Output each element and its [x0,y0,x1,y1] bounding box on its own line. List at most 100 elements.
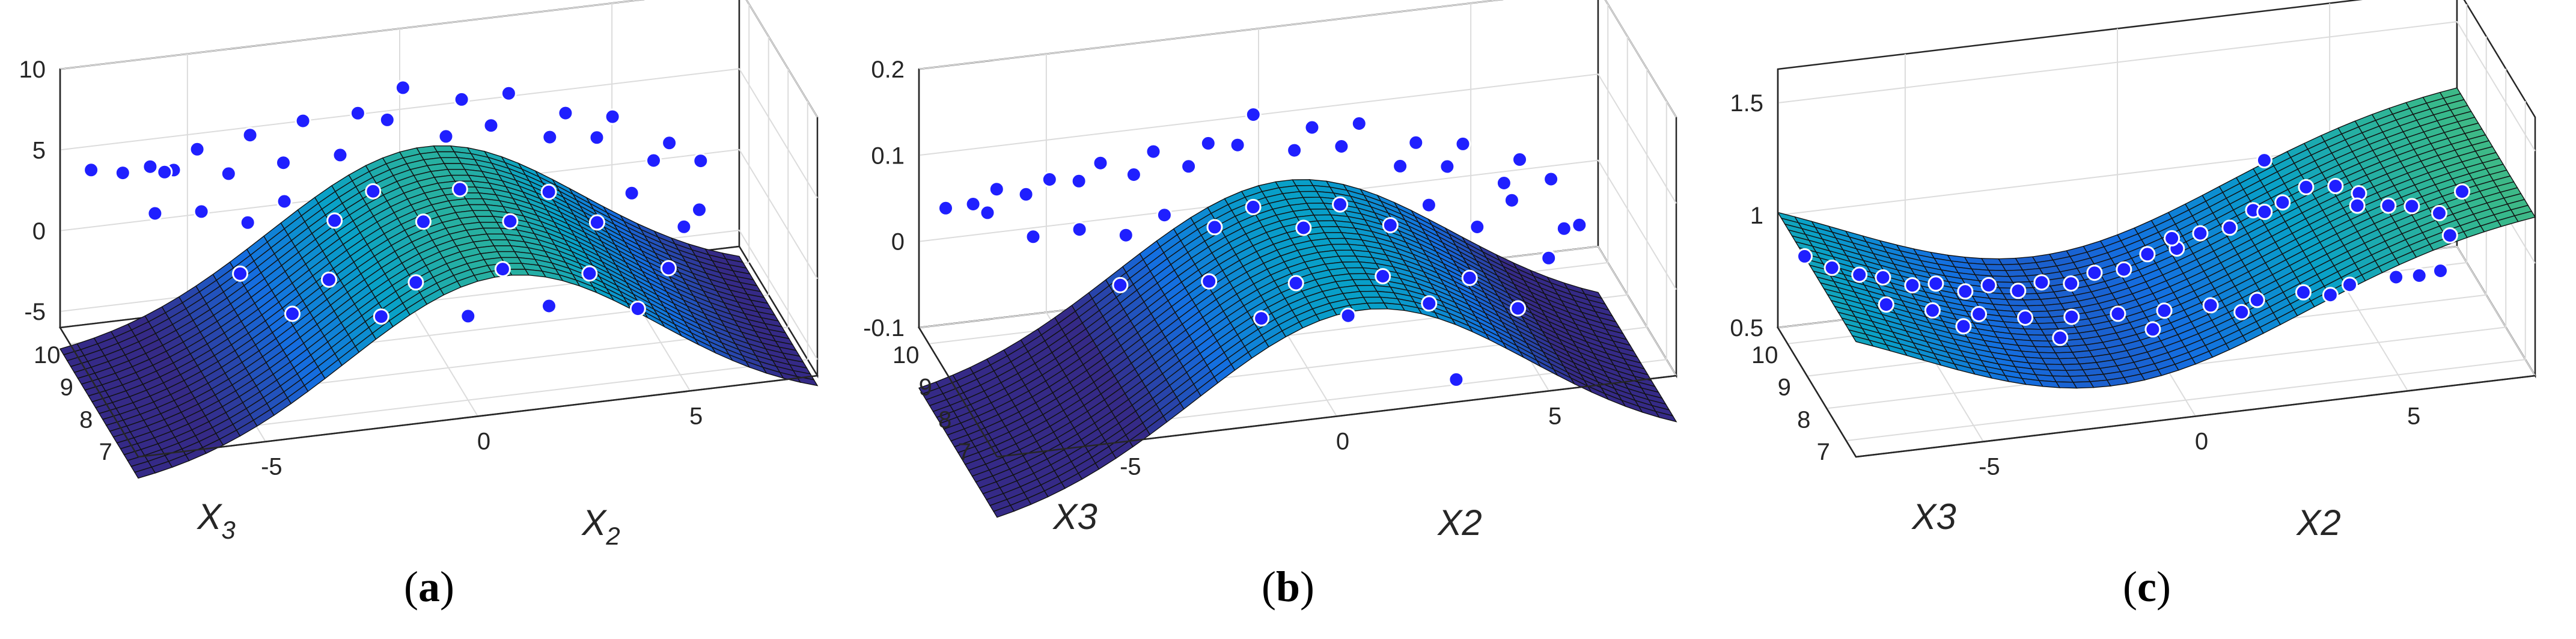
data-point [2116,261,2132,278]
data-point [1392,157,1409,174]
data-point [1229,136,1246,153]
x-axis-label: X2 [2295,503,2340,543]
y-tick-label: 9 [1778,375,1791,401]
data-point [676,218,692,235]
data-point [1543,171,1560,188]
y-axis-label: X3 [196,497,235,544]
data-point [220,165,237,182]
data-point [692,153,709,170]
grid-line [918,73,1677,204]
y-tick-label: 9 [919,375,932,401]
data-point [189,141,206,157]
data-point [1092,154,1109,171]
data-point [1253,310,1270,327]
z-tick-label: 1 [1750,203,1763,229]
data-point [1117,227,1134,243]
x-axis-label-main: X [581,503,607,543]
x-axis-label-main: X2 [2295,503,2340,543]
data-point [1295,219,1312,236]
data-point [2156,302,2173,319]
data-point [2404,198,2420,215]
data-point [965,196,981,212]
data-point [1286,142,1303,159]
data-point [373,308,389,325]
data-points-b [938,106,1588,388]
data-point [83,162,100,179]
x-axis-label: X2 [581,503,620,550]
data-point [1332,196,1349,213]
data-point [1510,300,1527,317]
axis-lines-a [59,69,818,458]
z-tick-label: 10 [19,57,46,83]
data-point [1555,220,1572,237]
caption-b: (b) [859,562,1717,612]
data-point [232,265,249,282]
data-point [1503,192,1520,209]
data-point [2110,305,2126,322]
y-axis-label-main: X3 [1052,497,1097,537]
data-point [1875,269,1891,286]
data-point [629,301,646,317]
axis-line [59,327,139,457]
x-tick-label: -5 [261,454,282,480]
data-point [1571,216,1588,233]
axis-line [1777,327,1857,457]
data-point [691,201,707,218]
axis-line [918,327,998,457]
caption-c-open: ( [2123,563,2138,611]
data-point [2411,267,2428,284]
axis-lines-b [918,69,1677,458]
data-point [438,128,454,145]
grid-line [918,159,1677,290]
data-point [988,181,1005,198]
data-point [407,274,424,291]
y-axis-label-main: X [196,497,222,537]
data-point [2248,292,2265,308]
data-point [1904,277,1921,294]
data-point [1180,158,1197,175]
data-point [623,185,640,201]
y-tick-label: 7 [99,439,112,465]
x-tick-label: 0 [1336,429,1349,455]
y-tick-label: 8 [938,406,951,433]
data-point [541,298,557,314]
z-tick-label: 0 [891,229,905,255]
data-point [2052,329,2069,346]
z-tick-label: -5 [24,299,46,325]
panel-a: -5 0 5 7 8 9 10 -5 0 5 10 X2 X3 (a) [0,0,858,639]
data-point [557,105,574,121]
x-tick-label: 5 [1548,403,1561,429]
caption-c: (c) [1718,562,2576,612]
data-point [2342,277,2358,293]
data-point [2086,264,2103,281]
data-point [2033,274,2050,291]
panel-b: -5 0 5 7 8 9 10 -0.1 0 0.1 0.2 X2 X3 (b) [859,0,1717,639]
data-point [1112,277,1129,293]
data-point [242,127,258,144]
caption-c-letter: c [2137,563,2156,611]
data-point [147,205,163,222]
data-point [156,164,173,180]
data-points-a [83,79,709,325]
data-point [2139,246,2156,263]
y-axis-label-sub: 3 [221,516,235,544]
data-point [502,213,519,230]
x-tick-label: 5 [689,403,703,429]
data-point [2327,178,2344,194]
z-tick-label: 0.5 [1730,315,1763,341]
data-point [2295,284,2312,301]
data-point [276,193,293,210]
x-axis-label-main: X2 [1436,503,1482,543]
grid-line [1846,359,2526,442]
data-point [1927,275,1944,292]
data-point [1824,259,1840,276]
surface-cell [2513,210,2536,222]
data-point [1201,273,1218,290]
data-point [332,147,349,164]
tick-labels-a: -5 0 5 789 10 -5 0 5 10 [19,57,703,480]
surface-b [918,179,1677,518]
surface-chart-b: -5 0 5 789 10-0.1 0 0.1 0.2 X2 X3 [863,0,1678,543]
data-point [2432,263,2449,279]
